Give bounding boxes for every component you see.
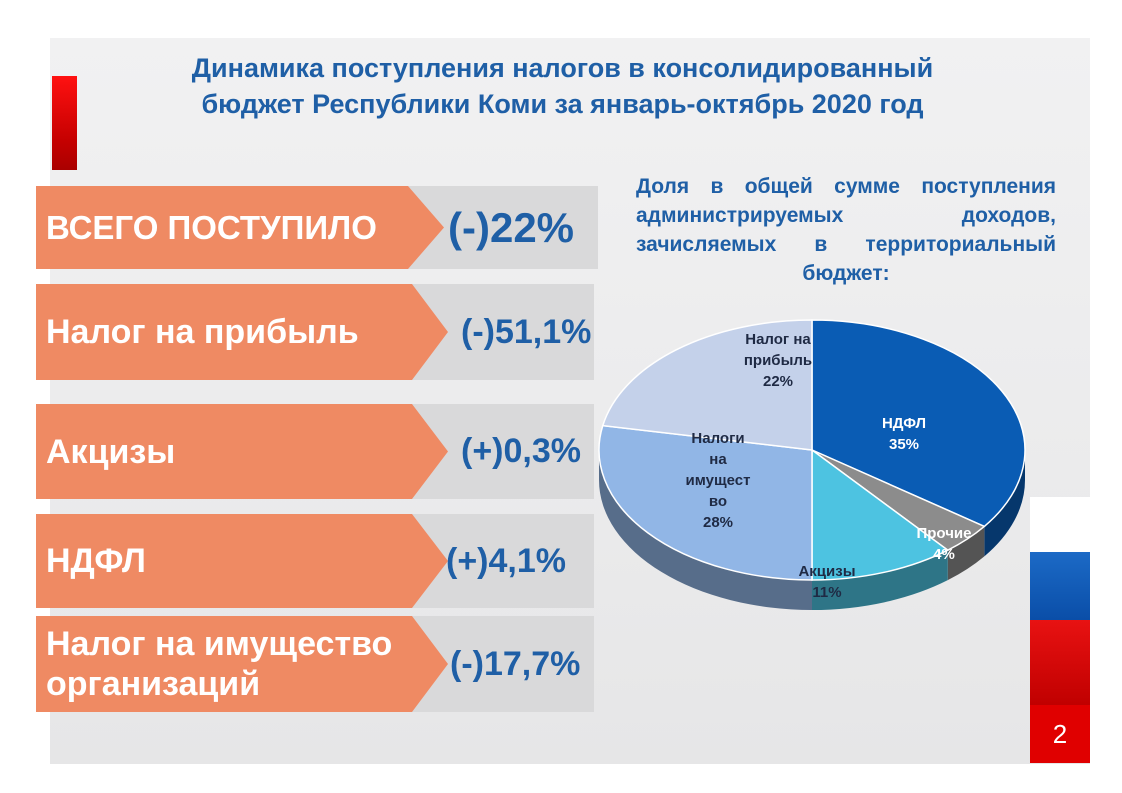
pie-chart: НДФЛ 35% Прочие 4% Акцизы 11% Налоги на имущест в… (598, 319, 1026, 610)
pie-slice (811, 448, 950, 581)
pie-slice-side (984, 450, 1025, 557)
row-label: Налог на имущество организаций (46, 616, 392, 712)
page-number: 2 (1030, 705, 1090, 763)
row-label-line-2: организаций (46, 665, 261, 703)
pie-slice (598, 424, 813, 581)
row-label: ВСЕГО ПОСТУПИЛО (46, 208, 377, 246)
flag-white-stripe (1030, 497, 1090, 552)
row-value: (-)51,1% (461, 312, 592, 351)
pie-slice-label: Прочие 4% (916, 525, 971, 563)
row-arrow (36, 186, 444, 269)
pie-slice-label: Налог на прибыль 22% (744, 331, 812, 390)
slide-title: Динамика поступления налогов в консолиди… (90, 50, 1035, 122)
pie-slice-side (947, 526, 985, 581)
row-label: Акцизы (46, 432, 176, 471)
pie-slice (811, 319, 1026, 528)
pie-slice-label: Налоги на имущест во 28% (686, 430, 751, 531)
flag-blue-stripe (1030, 552, 1090, 620)
row-ndfl: НДФЛ (+)4,1% (36, 514, 594, 608)
row-label: Налог на прибыль (46, 313, 359, 351)
row-value: (+)0,3% (461, 432, 581, 470)
pie-slice-side (812, 550, 948, 610)
red-accent-tab (52, 76, 77, 170)
row-label: НДФЛ (46, 542, 146, 580)
title-line-2: бюджет Республики Коми за январь-октябрь… (201, 89, 924, 119)
pie-slice-label: Акцизы 11% (798, 563, 855, 601)
row-total: ВСЕГО ПОСТУПИЛО (-)22% (36, 186, 598, 269)
row-arrow (36, 404, 448, 499)
row-arrow (36, 284, 448, 380)
pie-slice (601, 319, 813, 451)
flag-red-stripe (1030, 620, 1090, 705)
row-excise: Акцизы (+)0,3% (36, 404, 594, 499)
row-arrow (36, 514, 448, 608)
pie-slice-side (599, 450, 812, 610)
row-arrow (36, 616, 448, 712)
row-value: (+)4,1% (446, 541, 566, 580)
row-value: (-)22% (448, 203, 575, 251)
row-profit-tax: Налог на прибыль (-)51,1% (36, 284, 594, 380)
row-property-tax: Налог на имущество организаций (-)17,7% (36, 616, 594, 712)
pie-slice-label: НДФЛ 35% (882, 415, 926, 453)
title-line-1: Динамика поступления налогов в консолиди… (191, 53, 934, 83)
row-label-line-1: Налог на имущество (46, 625, 393, 663)
row-value: (-)17,7% (450, 644, 581, 683)
pie-caption: Доля в общей сумме поступления администр… (636, 175, 1056, 285)
